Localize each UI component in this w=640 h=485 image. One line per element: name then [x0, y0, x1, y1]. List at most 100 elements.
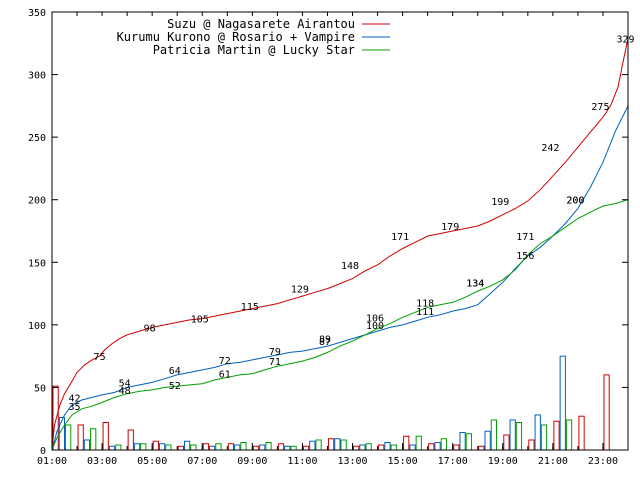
hourly-bar [190, 444, 197, 451]
y-tick-label: 150 [28, 258, 46, 269]
hourly-bar [315, 439, 322, 451]
hourly-bar [465, 433, 472, 451]
hourly-bar [553, 420, 560, 451]
x-tick-label: 01:00 [37, 456, 67, 467]
hourly-bar [403, 435, 410, 451]
x-tick-label: 11:00 [287, 456, 317, 467]
hourly-bar [528, 439, 535, 451]
hourly-bar [559, 355, 566, 451]
data-label: 148 [341, 261, 359, 272]
hourly-bar [453, 444, 460, 451]
hourly-bar [503, 434, 510, 451]
legend-entry-label: Suzu @ Nagasarete Airantou [167, 17, 355, 31]
data-label: 134 [466, 278, 484, 289]
hourly-bar [227, 443, 235, 451]
data-label: 42 [69, 393, 81, 404]
hourly-bar [365, 443, 372, 451]
hourly-bar [83, 439, 91, 451]
hourly-bar [152, 440, 159, 451]
hourly-bar [265, 441, 272, 451]
hourly-bar [133, 443, 141, 451]
hourly-bar [578, 415, 585, 451]
hourly-bar [334, 438, 341, 451]
data-label: 52 [169, 381, 181, 392]
hourly-bar [353, 445, 360, 451]
hourly-bar [434, 441, 441, 451]
data-label: 79 [269, 347, 281, 358]
series-line [51, 199, 629, 451]
hourly-bar [183, 440, 191, 451]
data-label: 71 [269, 357, 281, 368]
y-tick-label: 0 [40, 446, 46, 457]
data-label: 115 [241, 302, 259, 313]
hourly-bar [102, 421, 109, 451]
hourly-bar [359, 444, 366, 451]
legend-entry-label: Kurumu Kurono @ Rosario + Vampire [117, 30, 355, 44]
hourly-bar [252, 445, 260, 451]
data-label: 100 [366, 321, 384, 332]
hourly-bar [428, 443, 435, 451]
hourly-bar [509, 419, 516, 451]
x-tick-label: 19:00 [488, 456, 518, 467]
hourly-bar [259, 444, 266, 451]
data-label: 61 [219, 370, 231, 381]
hourly-bar [58, 416, 66, 451]
hourly-bar [484, 430, 491, 451]
data-label: 200 [566, 196, 584, 207]
y-tick-label: 300 [28, 71, 46, 82]
x-tick-label: 15:00 [388, 456, 418, 467]
hourly-bar [158, 443, 166, 451]
hourly-bar [240, 441, 247, 451]
hourly-bar [140, 443, 147, 451]
data-label: 75 [94, 352, 106, 363]
hourly-bar [390, 444, 397, 451]
x-tick-label: 07:00 [187, 456, 217, 467]
hourly-bars-layer [52, 355, 610, 451]
x-tick-label: 13:00 [337, 456, 367, 467]
hourly-bar [284, 445, 291, 451]
data-label: 118 [416, 298, 434, 309]
y-tick-label: 50 [34, 383, 46, 394]
hourly-bar [515, 421, 523, 451]
axes-layer [51, 11, 629, 451]
plot-frame [51, 11, 629, 451]
x-tick-label: 21:00 [538, 456, 568, 467]
data-label: 111 [416, 307, 434, 318]
data-label: 89 [319, 335, 331, 346]
hourly-bar [327, 438, 335, 451]
hourly-bar [415, 435, 422, 451]
data-label: 105 [191, 315, 209, 326]
hourly-bar [478, 445, 485, 451]
x-tick-label: 09:00 [237, 456, 267, 467]
hourly-bar [234, 444, 241, 451]
data-label: 48 [119, 386, 131, 397]
hourly-bar [108, 445, 116, 451]
hourly-bar [309, 440, 316, 451]
hourly-bar [202, 443, 210, 451]
x-tick-label: 17:00 [438, 456, 468, 467]
hourly-bar [209, 445, 216, 451]
y-tick-label: 100 [28, 321, 46, 332]
data-label: 35 [69, 402, 81, 413]
hourly-bar [165, 444, 172, 451]
hourly-bar [384, 441, 391, 451]
data-label: 200 [566, 196, 584, 207]
x-tick-label: 03:00 [87, 456, 117, 467]
ticks-layer: 0 50 100 150 200 250 300 350 01:00 03:00 05:00 07:0… [28, 8, 629, 467]
data-label: 171 [391, 232, 409, 243]
data-label: 179 [441, 222, 459, 233]
hourly-bar [490, 419, 498, 451]
hourly-bar [77, 424, 84, 451]
hourly-bar [65, 424, 72, 451]
hourly-bar [603, 374, 610, 451]
hourly-bar [378, 444, 385, 451]
cumulative-lines-layer [51, 38, 629, 451]
data-label: 106 [366, 313, 384, 324]
data-label: 275 [591, 102, 609, 113]
y-tick-label: 200 [28, 196, 46, 207]
hourly-bar [277, 443, 285, 451]
y-tick-label: 250 [28, 133, 46, 144]
